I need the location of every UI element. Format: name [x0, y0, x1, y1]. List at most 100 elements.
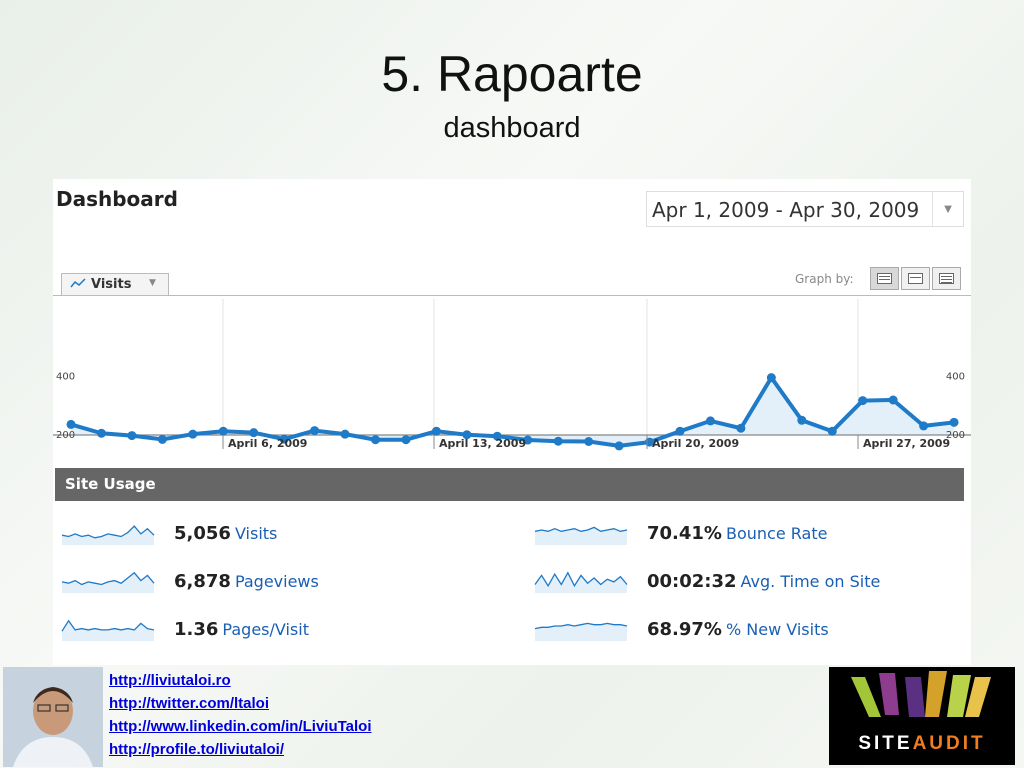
y-tick-label-left: 200	[56, 430, 75, 441]
graph-by-month-icon	[939, 273, 954, 284]
sparkline-line	[61, 619, 155, 632]
sparkline-line	[534, 571, 628, 588]
link-linkedin[interactable]: http://www.linkedin.com/in/LiviuTaloi	[109, 718, 372, 735]
link-profile[interactable]: http://profile.to/liviutaloi/	[109, 741, 284, 758]
visits-point	[827, 426, 837, 436]
metric-label-link[interactable]: Avg. Time on Site	[740, 572, 881, 591]
x-tick-label: April 20, 2009	[652, 437, 739, 450]
visits-point	[705, 416, 715, 426]
sparkline-area	[535, 572, 627, 593]
visits-point	[96, 428, 106, 438]
sparkline-area	[535, 527, 627, 545]
sparkline	[534, 622, 628, 641]
metric-number: 1.36	[174, 619, 219, 640]
metric-number: 5,056	[174, 523, 231, 544]
footer-links: http://liviutaloi.ro http://twitter.com/…	[109, 669, 372, 761]
logo-text: SITEAUDIT	[858, 733, 986, 754]
date-range-picker[interactable]: Apr 1, 2009 - Apr 30, 2009 ▼	[646, 191, 964, 227]
metric-new-visits: 68.97%% New Visits	[534, 617, 954, 643]
sparkline	[534, 571, 628, 593]
metric-value: 5,056 Visits	[174, 523, 277, 544]
y-tick-label-right: 200	[946, 430, 965, 441]
metric-label-link[interactable]: Pageviews	[234, 572, 319, 591]
sparkline	[61, 619, 155, 641]
visits-point	[584, 436, 594, 446]
x-tick-label: April 27, 2009	[863, 437, 950, 450]
link-twitter[interactable]: http://twitter.com/ltaloi	[109, 695, 269, 712]
visits-point	[797, 415, 807, 425]
sparkline-line	[61, 525, 155, 539]
visits-point	[310, 426, 320, 436]
metric-value: 6,878 Pageviews	[174, 571, 319, 592]
visits-point	[949, 417, 959, 427]
visits-point	[401, 435, 411, 445]
metric-bounce-rate: 70.41% Bounce Rate	[534, 521, 954, 547]
metric-select-label: Visits	[91, 277, 132, 292]
visits-point	[614, 441, 624, 451]
sparkline-line	[61, 571, 155, 586]
visits-point	[431, 426, 441, 436]
visits-point	[218, 426, 228, 436]
visits-point	[127, 431, 137, 441]
graph-by-week-button[interactable]	[901, 267, 930, 290]
metric-value: 70.41% Bounce Rate	[647, 523, 827, 544]
metric-number: 6,878	[174, 571, 231, 592]
visits-point	[523, 435, 533, 445]
metric-visits: 5,056 Visits	[61, 521, 481, 547]
visits-point	[675, 426, 685, 436]
sparkline-area	[62, 526, 154, 545]
graph-by-label: Graph by:	[795, 272, 854, 286]
sparkline-area	[62, 620, 154, 641]
visits-point	[553, 436, 563, 446]
link-website[interactable]: http://liviutaloi.ro	[109, 672, 231, 689]
visits-point	[66, 419, 76, 429]
x-tick-label: April 6, 2009	[228, 437, 307, 450]
metric-value: 00:02:32 Avg. Time on Site	[647, 571, 880, 592]
dropdown-arrow-icon: ▼	[149, 278, 156, 288]
sparkline-line	[534, 622, 628, 630]
graph-by-day-button[interactable]	[870, 267, 899, 290]
visits-point	[492, 431, 502, 441]
chevron-down-icon[interactable]: ▼	[932, 192, 963, 226]
visits-point	[888, 395, 898, 405]
metric-value: 1.36 Pages/Visit	[174, 619, 309, 640]
site-usage-header: Site Usage	[55, 468, 964, 501]
metric-select-visits[interactable]: Visits ▼	[61, 273, 169, 295]
sparkline	[534, 526, 628, 545]
graph-by-week-icon	[908, 273, 923, 284]
visits-area	[71, 377, 955, 446]
metric-label-link[interactable]: Bounce Rate	[725, 524, 828, 543]
graph-by-day-icon	[877, 273, 892, 284]
metric-label-link[interactable]: Pages/Visit	[222, 620, 309, 639]
metric-label-link[interactable]: % New Visits	[725, 620, 829, 639]
slide-subtitle: dashboard	[443, 112, 581, 144]
visits-point	[157, 434, 167, 444]
sparkline-area	[535, 623, 627, 641]
slide-title: 5. Rapoarte	[381, 46, 643, 102]
tab-divider	[53, 295, 971, 296]
visits-point	[249, 428, 259, 438]
dashboard-panel: Dashboard Apr 1, 2009 - Apr 30, 2009 ▼ V…	[53, 179, 971, 665]
visits-point	[919, 421, 929, 431]
visits-point	[340, 429, 350, 439]
metric-pageviews: 6,878 Pageviews	[61, 569, 481, 595]
visits-point	[462, 430, 472, 440]
y-tick-label-right: 400	[946, 371, 965, 382]
dashboard-title: Dashboard	[56, 187, 178, 211]
metric-avg-time-on-site: 00:02:32 Avg. Time on Site	[534, 569, 954, 595]
graph-by-month-button[interactable]	[932, 267, 961, 290]
metric-label-link[interactable]: Visits	[234, 524, 278, 543]
visits-chart: 400 400 200 200 April 6, 2009 April 13, 2009 A…	[53, 299, 971, 451]
visits-line	[70, 375, 955, 448]
line-chart-icon	[70, 277, 86, 293]
siteaudit-logo: SITEAUDIT	[829, 667, 1015, 765]
metric-number: 00:02:32	[647, 571, 737, 592]
sparkline	[61, 571, 155, 593]
metric-number: 70.41%	[647, 523, 722, 544]
metric-value: 68.97%% New Visits	[647, 619, 829, 640]
date-range-text: Apr 1, 2009 - Apr 30, 2009	[652, 198, 920, 222]
visits-point	[188, 429, 198, 439]
visits-point	[371, 435, 380, 445]
y-tick-label-left: 400	[56, 371, 75, 382]
visits-point	[858, 396, 868, 406]
